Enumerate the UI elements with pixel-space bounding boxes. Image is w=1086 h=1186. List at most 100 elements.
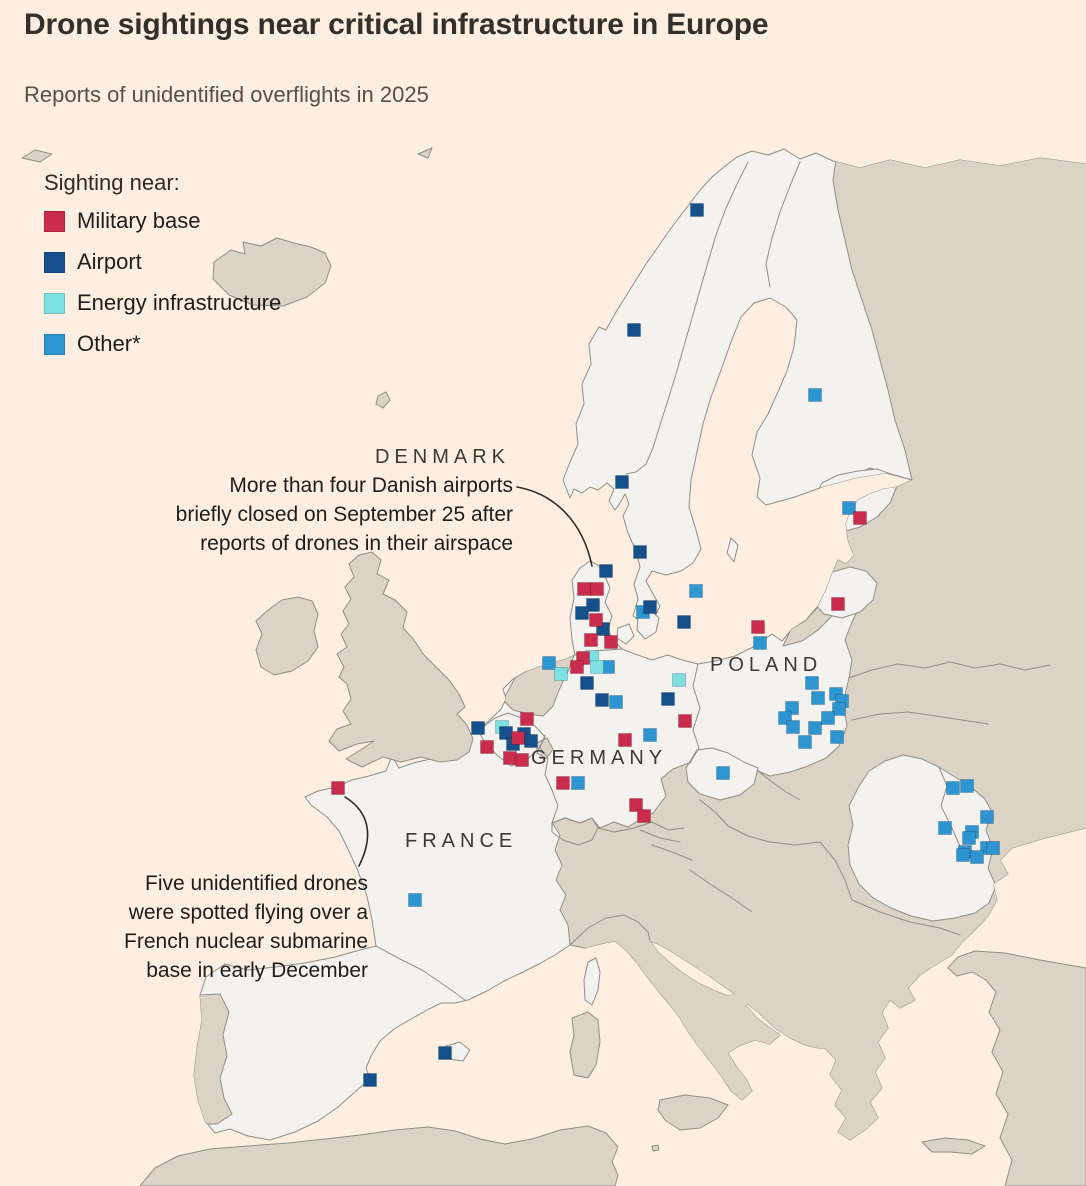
sighting-marker-airport — [586, 598, 600, 612]
island-great-britain — [328, 551, 474, 768]
sighting-marker-airport — [633, 545, 647, 559]
sighting-marker-military — [584, 633, 598, 647]
denmark-note: More than four Danish airports briefly cl… — [175, 474, 513, 555]
sighting-marker-airport — [643, 600, 657, 614]
sighting-marker-military — [604, 635, 618, 649]
sighting-marker-energy — [672, 673, 686, 687]
annotation-connectors — [344, 486, 593, 867]
sighting-marker-airport — [661, 692, 675, 706]
sighting-marker-other — [408, 893, 422, 907]
sighting-marker-other — [798, 735, 812, 749]
sighting-marker-military — [831, 597, 845, 611]
region-north-africa — [139, 1125, 619, 1186]
sighting-marker-other — [805, 676, 819, 690]
legend-label: Energy infrastructure — [77, 290, 282, 315]
sighting-marker-energy — [590, 660, 604, 674]
island-crete — [921, 1137, 986, 1155]
sighting-marker-military — [331, 781, 345, 795]
map-edge-fragment — [21, 149, 53, 163]
sighting-marker-military — [577, 582, 591, 596]
country-label-germany: GERMANY — [531, 747, 668, 769]
sighting-marker-airport — [575, 606, 589, 620]
other-swatch-icon — [44, 333, 65, 355]
sighting-marker-other — [962, 831, 976, 845]
sighting-marker-other — [643, 728, 657, 742]
sighting-marker-military — [515, 753, 529, 767]
sighting-marker-military — [556, 776, 570, 790]
sighting-marker-other — [808, 721, 822, 735]
country-label-denmark: DENMARK — [374, 446, 510, 468]
page-title: Drone sightings near critical infrastruc… — [24, 8, 769, 41]
sighting-marker-other — [808, 388, 822, 402]
sighting-marker-other — [832, 702, 846, 716]
denmark-connector-line — [516, 486, 593, 567]
legend-item-airport: Airport — [44, 249, 281, 275]
sighting-marker-military — [637, 809, 651, 823]
sighting-marker-military — [570, 660, 584, 674]
sighting-marker-military — [751, 620, 765, 634]
sighting-marker-military — [853, 511, 867, 525]
country-label-france: FRANCE — [405, 830, 518, 852]
island-sicily — [657, 1094, 729, 1131]
sighting-marker-airport — [599, 564, 613, 578]
sighting-marker-other — [830, 730, 844, 744]
legend-label: Military base — [77, 208, 201, 233]
island-ireland — [255, 596, 319, 676]
island-faroe — [375, 391, 391, 409]
sighting-marker-airport — [524, 734, 538, 748]
sighting-marker-other — [842, 501, 856, 515]
sighting-marker-military — [678, 714, 692, 728]
sighting-marker-airport — [363, 1073, 377, 1087]
legend-label: Airport — [77, 249, 142, 274]
sighting-marker-other — [716, 766, 730, 780]
island-gotland — [726, 537, 739, 563]
legend-item-other: Other* — [44, 331, 281, 357]
sighting-marker-military — [503, 751, 517, 765]
island-funen — [616, 623, 635, 645]
sighting-marker-military — [618, 733, 632, 747]
sighting-marker-other — [786, 720, 800, 734]
sighting-marker-other — [970, 850, 984, 864]
sighting-marker-energy — [554, 667, 568, 681]
sighting-marker-other — [938, 821, 952, 835]
legend-label: Other* — [77, 331, 141, 356]
sighting-marker-military — [511, 731, 525, 745]
france-note: Five unidentified drones were spotted fly… — [124, 872, 368, 982]
sighting-marker-other — [542, 656, 556, 670]
sighting-marker-airport — [438, 1046, 452, 1060]
region-turkey — [947, 950, 1086, 1186]
sighting-marker-airport — [690, 203, 704, 217]
airport-swatch-icon — [44, 251, 65, 273]
legend-heading: Sighting near: — [44, 170, 180, 195]
sighting-marker-military — [520, 712, 534, 726]
sighting-marker-airport — [615, 475, 629, 489]
page-subtitle: Reports of unidentified overflights in 2… — [24, 82, 429, 107]
legend-item-military: Military base — [44, 208, 281, 234]
energy-swatch-icon — [44, 292, 65, 314]
sighting-marker-airport — [595, 693, 609, 707]
island-malta — [651, 1144, 660, 1152]
sighting-marker-airport — [580, 676, 594, 690]
sighting-marker-other — [956, 848, 970, 862]
sighting-marker-military — [589, 613, 603, 627]
map-edge-fragment2 — [417, 147, 433, 159]
military-swatch-icon — [44, 210, 65, 232]
sighting-marker-other — [946, 781, 960, 795]
sighting-marker-other — [986, 841, 1000, 855]
sighting-marker-other — [609, 695, 623, 709]
sighting-marker-other — [571, 776, 585, 790]
sighting-marker-airport — [627, 323, 641, 337]
sighting-marker-other — [811, 691, 825, 705]
sighting-marker-other — [980, 810, 994, 824]
sighting-marker-other — [960, 779, 974, 793]
france-connector-line — [344, 796, 369, 867]
sighting-marker-other — [689, 584, 703, 598]
islands — [21, 147, 1086, 1186]
sighting-marker-airport — [471, 721, 485, 735]
border-lines — [375, 161, 1051, 1001]
island-corsica — [583, 957, 601, 1006]
sighting-marker-other — [821, 711, 835, 725]
sighting-marker-other — [785, 701, 799, 715]
